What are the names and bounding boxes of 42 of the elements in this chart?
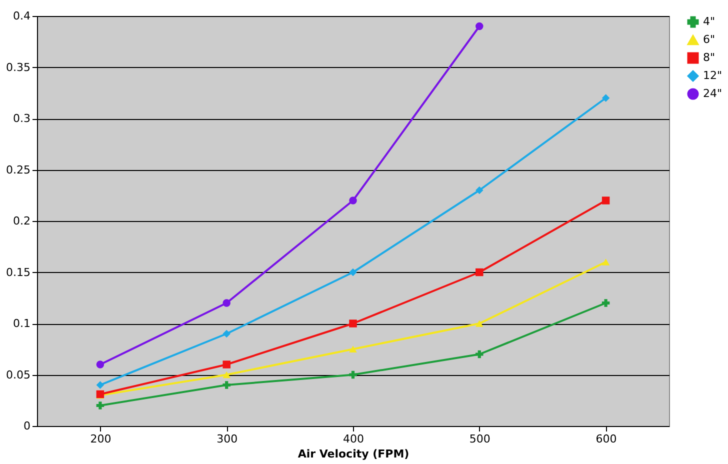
x-tick-label: 600 [596, 432, 617, 446]
y-tick-label: 0.35 [6, 60, 30, 74]
point [222, 299, 230, 307]
legend-label: 4" [703, 15, 716, 28]
point [349, 370, 357, 379]
point [96, 360, 104, 368]
y-tick-label: 0.15 [6, 266, 30, 279]
point [222, 371, 230, 378]
point [349, 196, 357, 204]
point [476, 186, 484, 194]
point [602, 196, 610, 204]
point [476, 22, 484, 30]
point [476, 350, 484, 358]
legend-label: 12" [703, 69, 722, 82]
point [349, 320, 357, 328]
y-tick-label: 0.25 [6, 163, 30, 176]
legend-label: 6" [703, 33, 716, 46]
point [602, 299, 610, 307]
y-tick-label: 0.2 [13, 214, 30, 228]
y-tick-label: 0 [24, 420, 30, 432]
y-tick-label: 0.05 [6, 368, 30, 382]
point [222, 330, 230, 338]
y-tick-label: 0.4 [13, 10, 30, 22]
point [222, 381, 230, 389]
point [349, 268, 357, 276]
point [96, 381, 104, 389]
point [96, 402, 104, 410]
point [602, 94, 610, 102]
y-tick-label: 0.1 [13, 317, 30, 330]
x-tick-label: 400 [343, 432, 364, 446]
point [476, 268, 484, 276]
y-tick-label: 0.3 [13, 112, 30, 125]
x-tick-label: 300 [216, 432, 238, 446]
point [602, 258, 610, 266]
legend-label: 8" [703, 51, 716, 64]
x-axis-title: Air Velocity (FPM) [298, 448, 410, 460]
legend-label: 24" [703, 87, 722, 100]
x-tick-label: 200 [90, 432, 112, 446]
point [476, 320, 484, 327]
point [222, 360, 230, 368]
x-tick-label: 500 [469, 432, 490, 446]
point [349, 346, 357, 352]
